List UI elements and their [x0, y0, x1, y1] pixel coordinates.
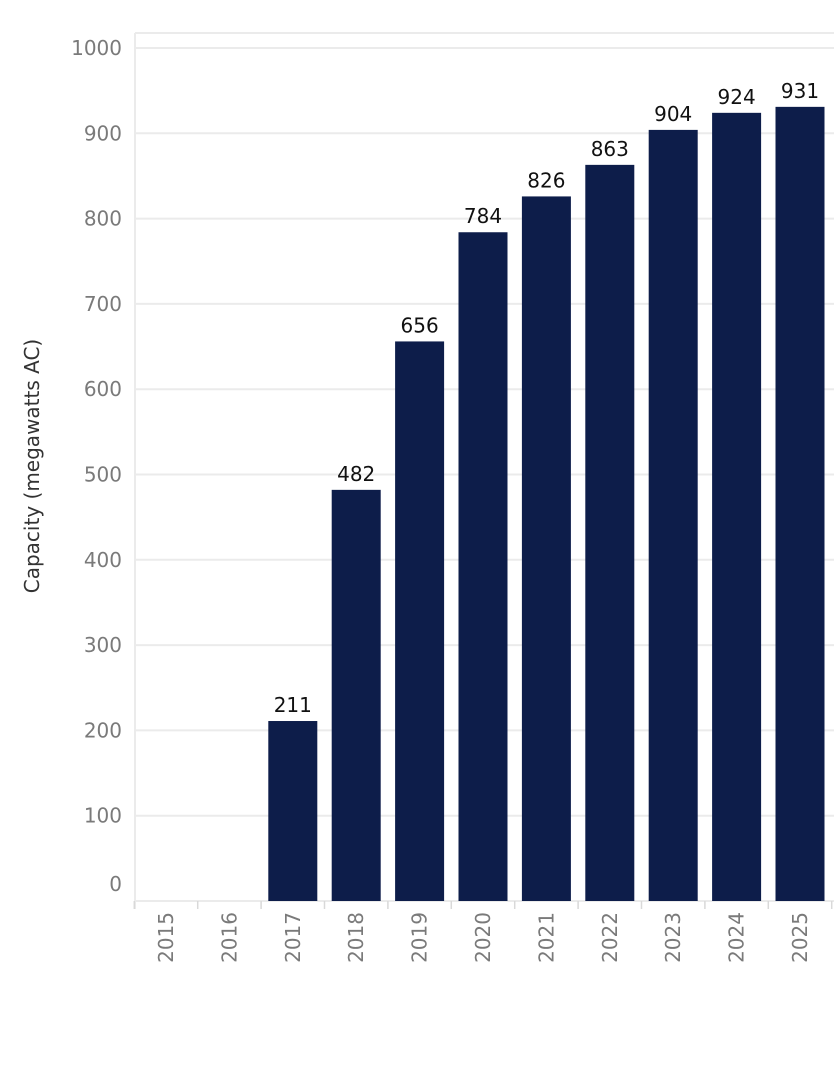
- x-tick-label-2021: 2021: [534, 912, 558, 963]
- y-tick-label: 100: [84, 804, 122, 828]
- data-label-2025: 931: [781, 79, 819, 103]
- y-tick-label: 800: [84, 207, 122, 231]
- y-tick-label: 900: [84, 121, 122, 145]
- bar-2020[interactable]: [458, 232, 508, 902]
- data-label-2024: 924: [718, 85, 756, 109]
- y-axis: 0 100 200 300 400 500 600 700 800 900 1000: [71, 36, 122, 896]
- bar-2024[interactable]: [712, 112, 762, 901]
- data-label-2018: 482: [337, 462, 375, 486]
- x-tick-label-2024: 2024: [725, 912, 749, 963]
- data-label-2017: 211: [274, 693, 312, 717]
- x-tick-label-2022: 2022: [598, 912, 622, 963]
- x-tick-label-2023: 2023: [661, 912, 685, 963]
- data-label-2023: 904: [654, 102, 692, 126]
- bar-2017[interactable]: [268, 721, 318, 901]
- x-axis: 2015 2016 2017 2018 2019 2020 2021 2022 2023 2024…: [133, 901, 833, 963]
- y-tick-label: 600: [84, 377, 122, 401]
- x-tick-label-2018: 2018: [344, 912, 368, 963]
- bar-2025[interactable]: [775, 106, 825, 902]
- bar-2023[interactable]: [648, 129, 698, 901]
- x-tick-label-2019: 2019: [408, 912, 432, 963]
- data-label-2019: 656: [401, 313, 439, 337]
- data-label-2020: 784: [464, 204, 502, 228]
- x-tick-label-2017: 2017: [281, 912, 305, 963]
- y-tick-label: 700: [84, 292, 122, 316]
- x-tick-label-2016: 2016: [217, 912, 241, 963]
- x-tick-label-2025: 2025: [788, 912, 812, 963]
- bar-2018[interactable]: [331, 489, 381, 901]
- bar-2022[interactable]: [585, 164, 635, 902]
- y-tick-label: 0: [109, 872, 122, 896]
- x-tick-label-2015: 2015: [154, 912, 178, 963]
- y-tick-label: 500: [84, 463, 122, 487]
- bar-2019[interactable]: [395, 341, 445, 901]
- bar-2021[interactable]: [521, 196, 571, 901]
- y-tick-label: 200: [84, 718, 122, 742]
- x-tick-label-2020: 2020: [471, 912, 495, 963]
- y-axis-title: Capacity (megawatts AC): [20, 339, 44, 593]
- bars: [268, 106, 825, 902]
- data-labels: 211 482 656 784 826 863 904 924 931: [274, 79, 819, 717]
- y-tick-label: 400: [84, 548, 122, 572]
- data-label-2021: 826: [527, 168, 565, 192]
- y-tick-label: 1000: [71, 36, 122, 60]
- data-label-2022: 863: [591, 137, 629, 161]
- y-tick-label: 300: [84, 633, 122, 657]
